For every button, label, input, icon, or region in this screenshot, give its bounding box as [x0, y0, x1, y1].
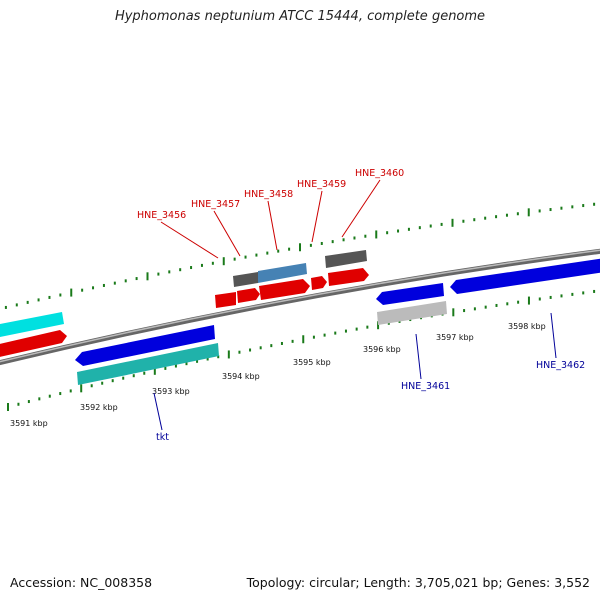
- scale-label: 3597 kbp: [436, 333, 474, 342]
- gene-label-forward[interactable]: HNE_3457: [191, 199, 240, 210]
- gene-arrow-red-5[interactable]: [328, 268, 369, 286]
- gene-arrow-blue-2[interactable]: [376, 283, 444, 305]
- scale-label: 3595 kbp: [293, 358, 331, 367]
- gene-arrow-teal-tkt[interactable]: [77, 343, 219, 385]
- gene-arrow-steelblue[interactable]: [258, 263, 307, 283]
- gene-arrow-gray-1[interactable]: [233, 272, 258, 287]
- gene-label-reverse[interactable]: HNE_3461: [401, 381, 450, 392]
- label-leader-line: [267, 200, 278, 251]
- genome-backbone: [0, 248, 600, 366]
- gene-label-forward[interactable]: HNE_3456: [137, 210, 186, 221]
- gene-arrow-cyan-left[interactable]: [0, 312, 64, 338]
- gene-arrow-red-1[interactable]: [215, 292, 236, 308]
- scale-label: 3592 kbp: [80, 403, 118, 412]
- forward-genes: [0, 250, 369, 358]
- label-leader-line: [160, 221, 219, 259]
- scale-labels: 3591 kbp 3592 kbp 3593 kbp 3594 kbp 3595 kbp…: [10, 322, 546, 428]
- gene-arrow-red-left[interactable]: [0, 330, 67, 358]
- gene-arrow-gray-2[interactable]: [325, 250, 367, 268]
- scale-label: 3598 kbp: [508, 322, 546, 331]
- gene-arrow-blue-3[interactable]: [450, 258, 600, 294]
- gene-label-forward[interactable]: HNE_3458: [244, 189, 293, 200]
- gene-arrow-red-2[interactable]: [237, 288, 260, 303]
- accession-text: Accession: NC_008358: [10, 575, 153, 590]
- gene-labels: HNE_3456 HNE_3457 HNE_3458 HNE_3459 HNE_3460…: [137, 168, 585, 443]
- scale-label: 3591 kbp: [10, 419, 48, 428]
- label-leader-line: [550, 312, 557, 359]
- gene-arrow-red-4[interactable]: [311, 276, 327, 290]
- label-leader-line: [311, 190, 323, 243]
- label-leader-line: [213, 210, 241, 257]
- gene-label-reverse[interactable]: HNE_3462: [536, 360, 585, 371]
- gene-arrow-blue-1[interactable]: [75, 325, 215, 366]
- map-title: Hyphomonas neptunium ATCC 15444, complet…: [114, 9, 486, 24]
- gene-label-forward[interactable]: HNE_3459: [297, 179, 346, 190]
- label-leader-line: [341, 179, 381, 238]
- inner-tick-ring: [7, 289, 596, 411]
- scale-label: 3593 kbp: [152, 387, 190, 396]
- gene-label-forward[interactable]: HNE_3460: [355, 168, 404, 179]
- gene-arrow-red-3[interactable]: [259, 279, 310, 300]
- gene-label-reverse[interactable]: tkt: [156, 432, 169, 443]
- outer-tick-ring: [4, 202, 596, 309]
- scale-label: 3594 kbp: [222, 372, 260, 381]
- label-leader-line: [415, 333, 422, 380]
- genome-summary: Topology: circular; Length: 3,705,021 bp…: [246, 575, 590, 590]
- gene-arrow-lightgray[interactable]: [377, 301, 447, 325]
- scale-label: 3596 kbp: [363, 345, 401, 354]
- label-leader-line: [153, 392, 163, 431]
- reverse-genes: [75, 258, 600, 385]
